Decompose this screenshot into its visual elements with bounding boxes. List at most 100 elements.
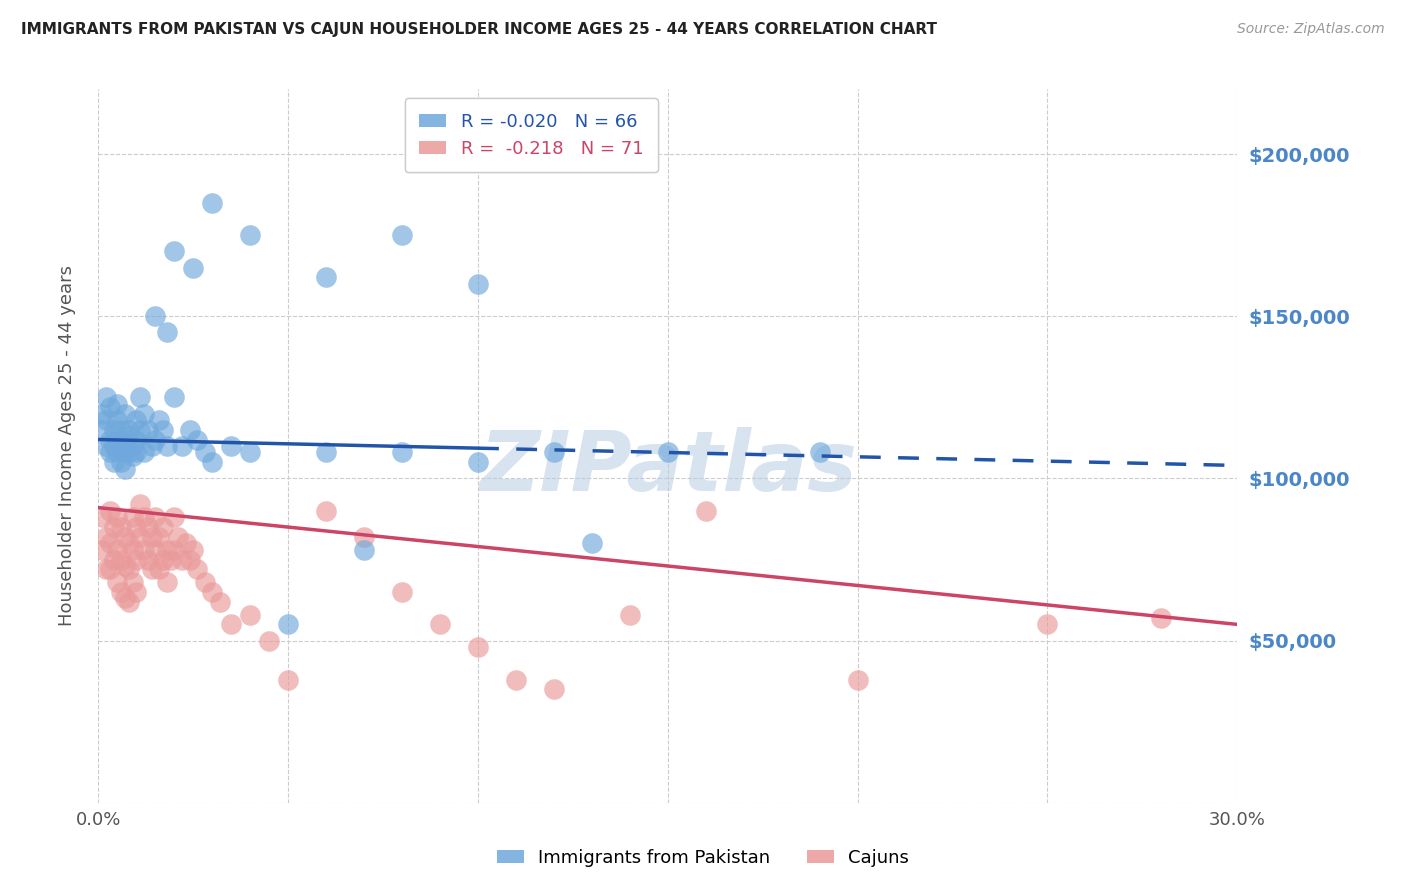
- Point: [221, 439, 243, 453]
- Point: [239, 607, 262, 622]
- Point: [141, 530, 163, 544]
- Point: [543, 682, 565, 697]
- Point: [114, 559, 136, 574]
- Point: [148, 413, 170, 427]
- Point: [129, 497, 152, 511]
- Point: [98, 504, 121, 518]
- Point: [163, 244, 186, 259]
- Point: [581, 536, 603, 550]
- Point: [107, 542, 129, 557]
- Point: [156, 326, 179, 340]
- Point: [103, 423, 125, 437]
- Point: [201, 195, 224, 210]
- Point: [221, 617, 243, 632]
- Point: [505, 673, 527, 687]
- Point: [174, 536, 197, 550]
- Point: [121, 510, 143, 524]
- Point: [132, 510, 155, 524]
- Point: [118, 429, 141, 443]
- Point: [467, 640, 489, 654]
- Point: [129, 423, 152, 437]
- Point: [467, 455, 489, 469]
- Point: [114, 461, 136, 475]
- Point: [136, 423, 159, 437]
- Point: [98, 400, 121, 414]
- Y-axis label: Householder Income Ages 25 - 44 years: Householder Income Ages 25 - 44 years: [58, 266, 76, 626]
- Point: [107, 510, 129, 524]
- Point: [125, 413, 148, 427]
- Point: [159, 552, 181, 566]
- Point: [657, 445, 679, 459]
- Point: [429, 617, 451, 632]
- Point: [315, 270, 337, 285]
- Point: [315, 445, 337, 459]
- Point: [141, 439, 163, 453]
- Point: [152, 520, 174, 534]
- Point: [145, 510, 167, 524]
- Point: [543, 445, 565, 459]
- Point: [110, 423, 132, 437]
- Point: [94, 530, 117, 544]
- Point: [121, 439, 143, 453]
- Point: [163, 390, 186, 404]
- Point: [353, 542, 375, 557]
- Point: [145, 310, 167, 324]
- Legend: R = -0.020   N = 66, R =  -0.218   N = 71: R = -0.020 N = 66, R = -0.218 N = 71: [405, 98, 658, 172]
- Point: [170, 439, 193, 453]
- Point: [315, 504, 337, 518]
- Point: [167, 530, 190, 544]
- Point: [110, 585, 132, 599]
- Point: [163, 542, 186, 557]
- Point: [125, 445, 148, 459]
- Point: [125, 552, 148, 566]
- Point: [152, 423, 174, 437]
- Point: [118, 595, 141, 609]
- Point: [132, 407, 155, 421]
- Point: [103, 552, 125, 566]
- Point: [808, 445, 831, 459]
- Point: [156, 439, 179, 453]
- Point: [194, 445, 217, 459]
- Point: [98, 536, 121, 550]
- Point: [110, 439, 132, 453]
- Point: [107, 413, 129, 427]
- Point: [846, 673, 869, 687]
- Point: [107, 433, 129, 447]
- Point: [103, 520, 125, 534]
- Point: [114, 445, 136, 459]
- Point: [103, 439, 125, 453]
- Point: [695, 504, 717, 518]
- Point: [114, 433, 136, 447]
- Point: [91, 542, 114, 557]
- Point: [98, 445, 121, 459]
- Point: [129, 530, 152, 544]
- Point: [277, 673, 299, 687]
- Point: [136, 520, 159, 534]
- Point: [110, 455, 132, 469]
- Point: [94, 439, 117, 453]
- Point: [110, 552, 132, 566]
- Point: [141, 562, 163, 576]
- Point: [91, 423, 114, 437]
- Point: [391, 585, 413, 599]
- Point: [183, 260, 205, 275]
- Point: [121, 449, 143, 463]
- Point: [156, 542, 179, 557]
- Point: [179, 423, 201, 437]
- Point: [194, 575, 217, 590]
- Point: [132, 445, 155, 459]
- Point: [114, 591, 136, 606]
- Point: [121, 575, 143, 590]
- Text: Source: ZipAtlas.com: Source: ZipAtlas.com: [1237, 22, 1385, 37]
- Point: [259, 633, 281, 648]
- Point: [156, 575, 179, 590]
- Point: [91, 510, 114, 524]
- Point: [1036, 617, 1059, 632]
- Point: [186, 562, 208, 576]
- Point: [208, 595, 231, 609]
- Point: [145, 433, 167, 447]
- Point: [186, 433, 208, 447]
- Point: [148, 562, 170, 576]
- Point: [353, 530, 375, 544]
- Point: [152, 552, 174, 566]
